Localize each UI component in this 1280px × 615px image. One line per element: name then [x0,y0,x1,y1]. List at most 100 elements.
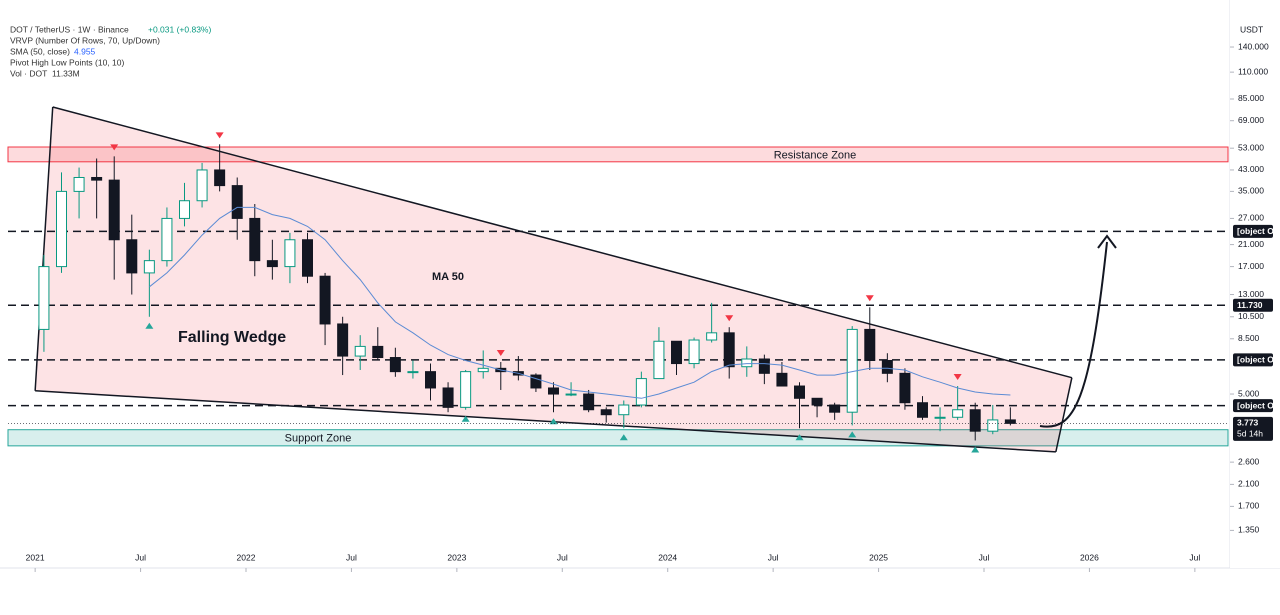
zones: Resistance Zone Support Zone [7,146,1229,447]
pivot-low [549,418,558,425]
candle-body [548,387,559,395]
level-tag [1233,298,1273,312]
x-tick-label: 2026 [1080,552,1099,562]
x-tick-label: 2021 [26,552,45,562]
y-tick-label: 69.000 [1238,115,1264,125]
pivot-low [971,446,980,453]
x-tick-label: Jul [135,552,146,562]
y-tick-label: 85.000 [1238,93,1264,103]
x-tick-label: 2023 [447,552,466,562]
candle-body [161,217,173,262]
axes: 140.000 110.000 85.000 69.000 53.000 43.000 35… [26,0,1280,572]
level-label: [object Object] [1237,355,1280,365]
wedge-lower [35,390,1056,453]
candle-body [987,419,999,432]
candle-body [73,176,85,192]
sma-line [149,206,1011,399]
candle-body [688,339,700,365]
level-tag [1233,224,1273,238]
zone-label: Resistance Zone [774,149,857,161]
pivot-high [725,315,734,322]
y-tick-label: 43.000 [1238,164,1264,174]
candle-body [425,371,436,389]
candle-body [372,345,384,359]
candle-body [671,340,682,365]
candle-body [776,372,788,387]
y-tick-label: 2.600 [1238,456,1260,466]
candle-body [741,358,753,368]
y-tick-label: 1.700 [1238,501,1260,511]
level-tag [1233,399,1273,413]
candle-body [108,179,120,241]
header: DOT / TetherUS · 1W · Binance +0.031 (+0… [10,24,211,78]
projection-arrowhead [1097,234,1117,249]
y-tick-label: 140.000 [1238,41,1269,51]
candle-body [829,404,841,413]
x-tick-label: Jul [768,552,779,562]
pivot-high [865,295,874,302]
indicator-name: VRVP (Number Of Rows, 70, Up/Down) [10,35,160,45]
indicator-value: 4.955 [74,46,96,56]
candle-body [811,397,823,406]
candle-body [477,367,489,373]
projection-arrow [1039,241,1108,428]
y-tick-label: 10.500 [1238,311,1264,321]
countdown-label: 5d 14h [1237,429,1263,439]
level-label: 11.730 [1237,300,1263,310]
wedge-edge [1055,377,1073,453]
candle-body [969,409,981,432]
candle-body [302,239,313,277]
wedge-area [35,107,1072,452]
candle-body [565,393,577,396]
zone-label: Support Zone [285,433,352,445]
candle-body [442,387,454,408]
indicator-name: Pivot High Low Points (10, 10) [10,57,125,67]
header-title: DOT / TetherUS · 1W · Binance [10,24,129,34]
candle-body [407,371,419,374]
candle-body [600,409,612,416]
level-tag [1233,353,1273,367]
candle-body [794,385,805,399]
x-tick-label: 2025 [869,552,888,562]
pivot-low [848,431,857,438]
overlays [8,132,1228,453]
candle-body [1004,419,1016,424]
candle-body [214,169,226,187]
level-label: [object Object] [1237,400,1280,410]
candle-body [56,190,67,268]
header-change: +0.031 (+0.83%) [148,24,211,34]
y-tick-label: 13.000 [1238,289,1264,299]
candle-body [723,332,735,368]
candle-body [635,378,647,406]
x-tick-label: Jul [346,552,357,562]
wedge [34,106,1073,453]
pivot-high [110,144,119,151]
zone [7,146,1229,163]
candle-body [126,239,138,274]
x-tick-label: Jul [557,552,568,562]
y-tick-label: 110.000 [1238,66,1268,76]
pivot-low [461,415,470,422]
candle-body [934,416,946,419]
x-tick-label: Jul [1189,552,1200,562]
pivot-high [953,374,962,381]
pivot-low [145,322,154,329]
candle-body [618,404,630,416]
candle-body [530,374,542,389]
indicator-name: SMA (50, close) [10,46,70,56]
y-tick-label: 17.000 [1238,261,1264,271]
candle-body [91,176,103,181]
price-axis-bg [1230,0,1280,568]
candle-body [864,328,876,361]
pivot-low [795,434,804,441]
indicator-value: 11.33M [52,68,80,78]
y-tick-label: 5.000 [1238,388,1260,398]
pivot-high [496,350,505,357]
wedge-upper [52,106,1073,379]
y-tick-label: 2.100 [1238,479,1260,489]
candle-body [583,393,595,411]
y-tick-label: 1.350 [1238,525,1260,535]
y-tick-label: 21.000 [1238,239,1264,249]
pivot-low [619,434,628,441]
